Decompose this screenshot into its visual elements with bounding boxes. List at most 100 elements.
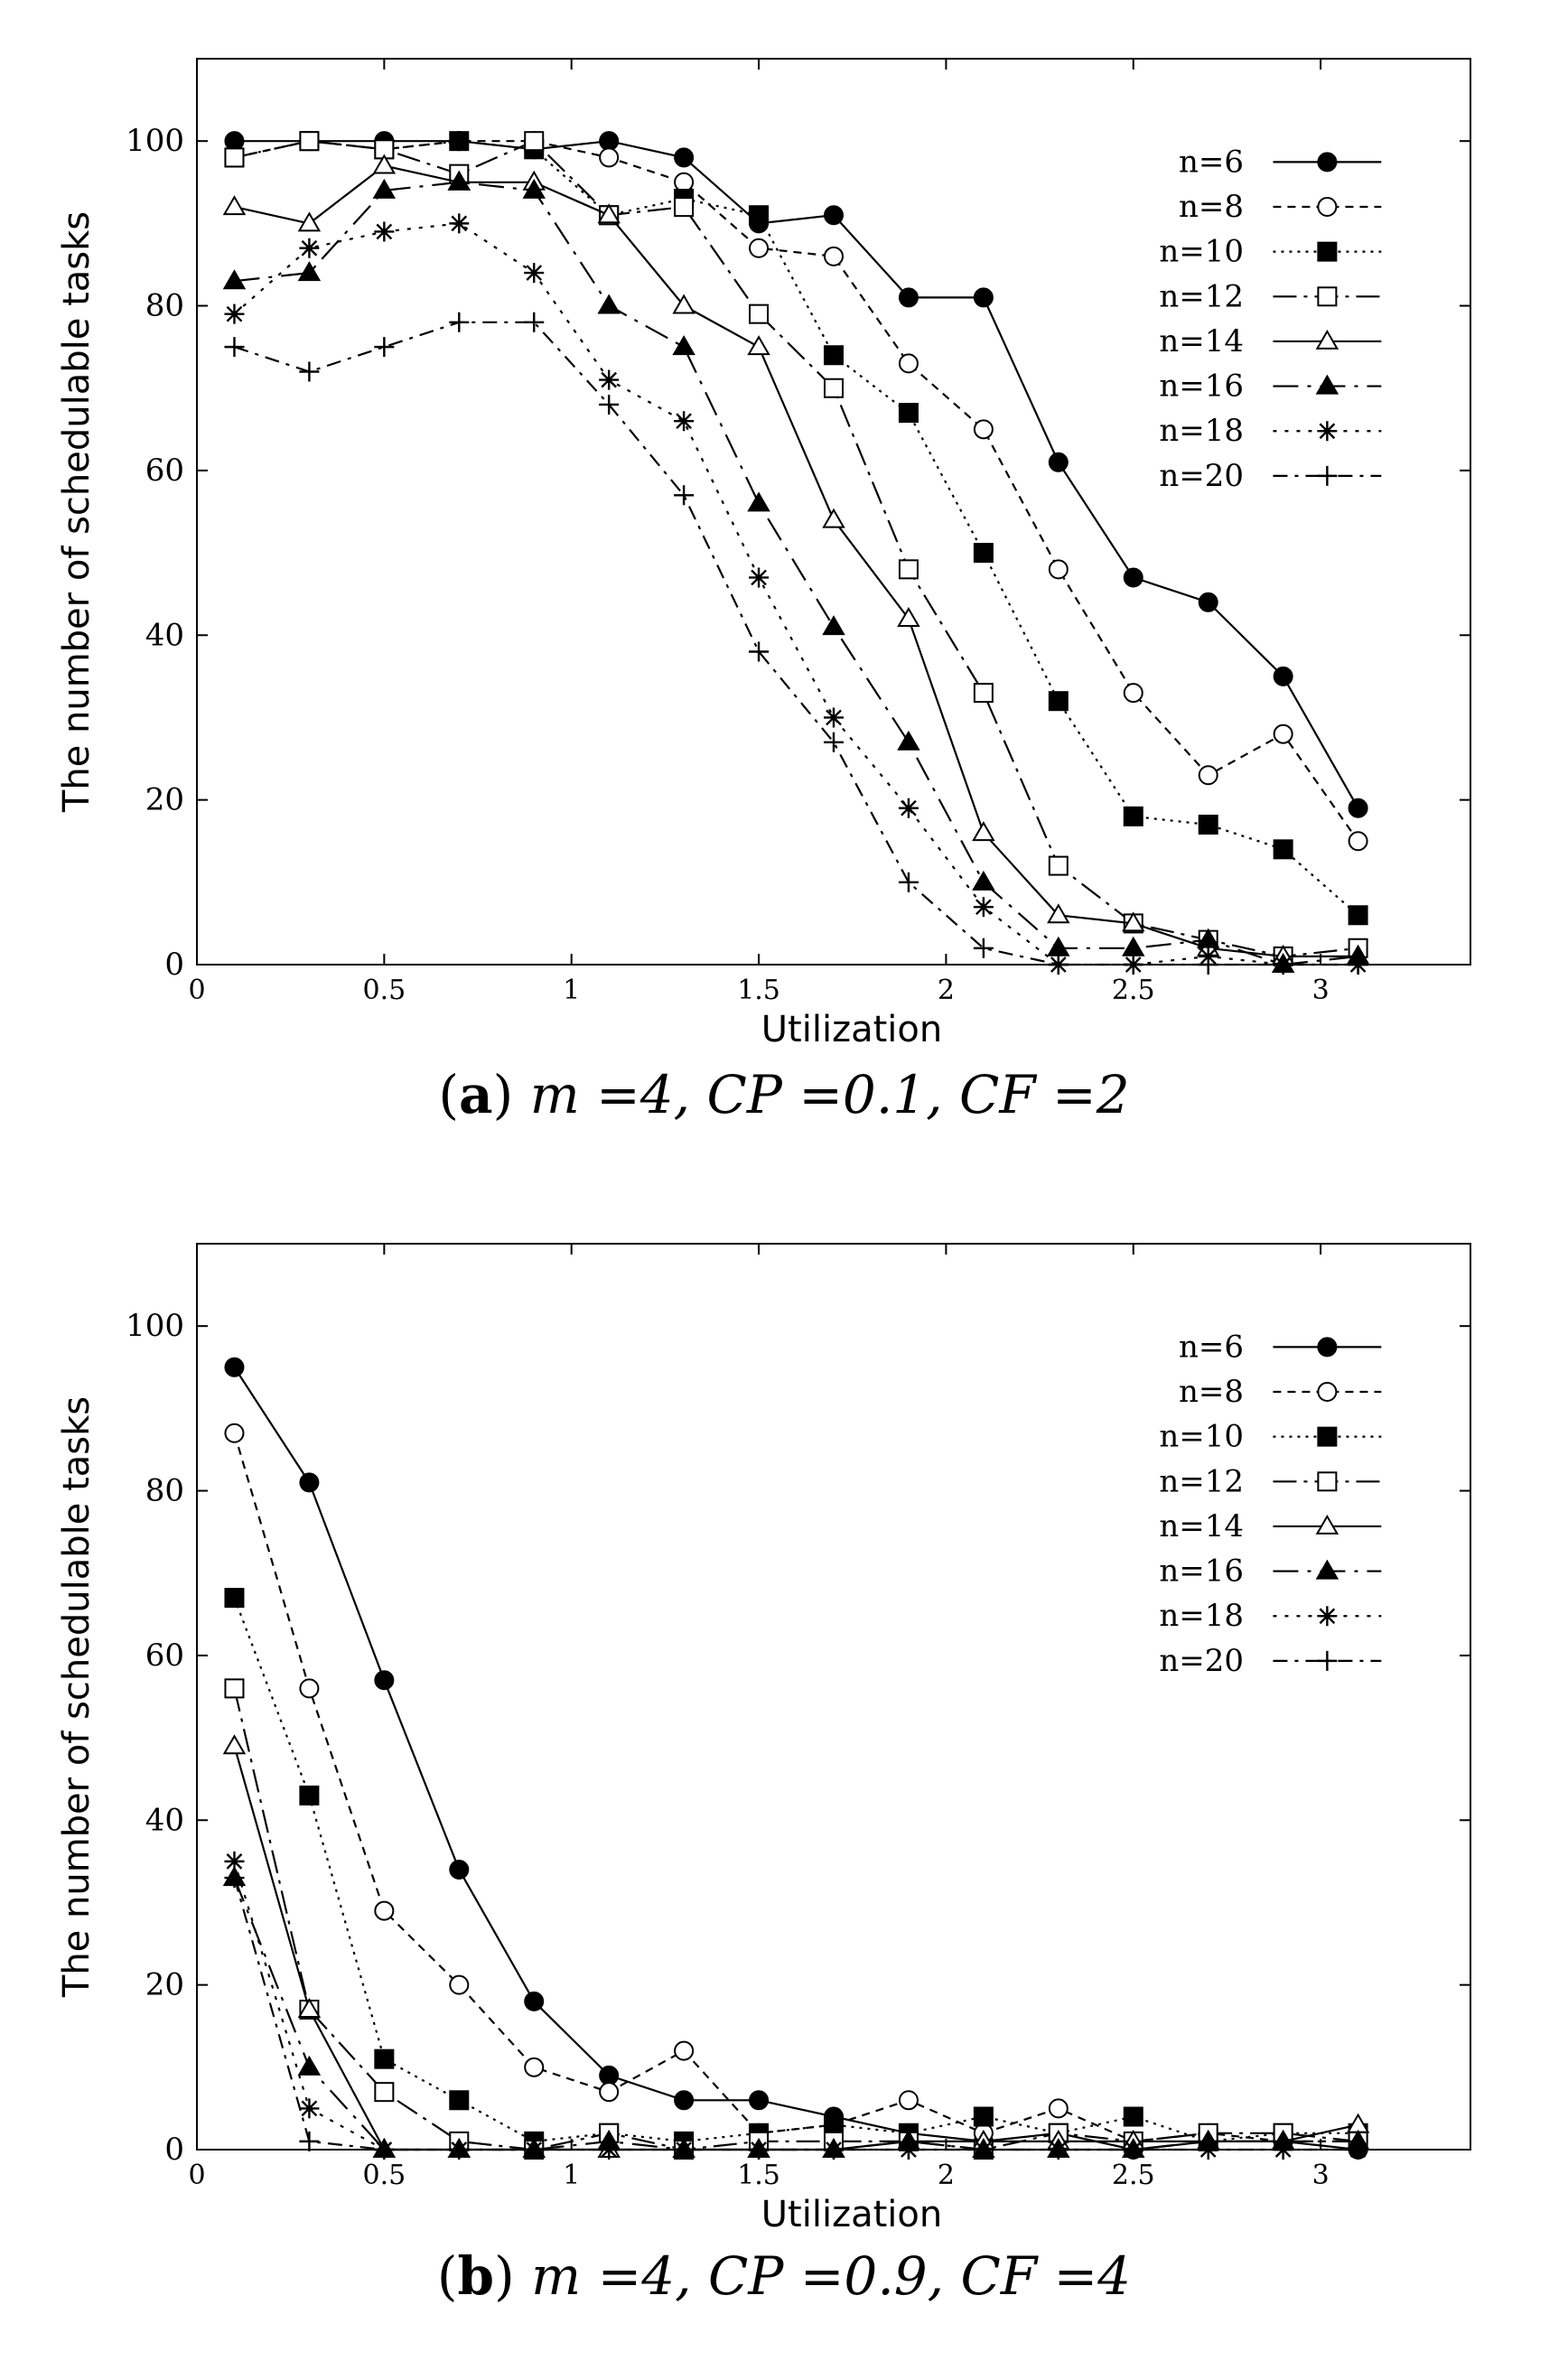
- data-point: [299, 238, 320, 258]
- legend-marker: [1317, 1381, 1338, 1402]
- data-point: [972, 870, 995, 891]
- data-point: [824, 246, 844, 266]
- data-point: [824, 707, 844, 728]
- data-point: [374, 1900, 395, 1921]
- legend-label-n=18: n=18: [1159, 413, 1244, 449]
- data-point: [972, 821, 995, 842]
- x-tick-label: 0.5: [362, 2160, 406, 2191]
- data-point: [672, 335, 695, 356]
- data-point: [1122, 911, 1145, 932]
- chart-panel-a: 0 20 40 60 80 100 0 0.5 1 1.5 2 2.5 3 Utilization The …: [56, 58, 1471, 1050]
- data-point: [1048, 452, 1069, 472]
- data-point: [299, 1678, 320, 1699]
- data-point: [599, 394, 620, 415]
- data-point: [1198, 955, 1218, 975]
- data-point: [1273, 2140, 1293, 2160]
- data-point: [524, 263, 545, 284]
- legend-marker: [1315, 329, 1339, 350]
- data-point: [898, 287, 919, 308]
- y-tick-label: 60: [145, 1638, 184, 1674]
- data-point: [1273, 723, 1293, 744]
- data-point: [449, 2140, 470, 2160]
- x-tick-label: 2.5: [1112, 2160, 1155, 2191]
- caption-b: (b) m =4, CP =0.9, CF =4: [437, 2245, 1131, 2307]
- data-point: [524, 1991, 545, 2011]
- data-point: [449, 2090, 470, 2111]
- caption-a-label: a: [459, 1064, 493, 1125]
- x-tick-label: 3: [1312, 2160, 1330, 2191]
- legend-label-n=12: n=12: [1159, 278, 1244, 314]
- data-point: [1198, 765, 1218, 786]
- legend-label-n=8: n=8: [1179, 1374, 1244, 1410]
- legend-marker: [1317, 286, 1338, 307]
- data-point: [449, 1974, 470, 1995]
- x-tick-label: 0: [188, 975, 205, 1006]
- x-axis-label: Utilization: [761, 1009, 942, 1050]
- x-axis-label: Utilization: [761, 2194, 942, 2235]
- legend-marker: [1315, 1514, 1339, 1535]
- data-point: [1048, 855, 1069, 876]
- series-line: [234, 164, 1358, 958]
- data-point: [597, 203, 621, 224]
- series-line: [234, 140, 1359, 842]
- data-point: [973, 683, 994, 704]
- data-point: [749, 641, 770, 662]
- data-point: [447, 170, 471, 191]
- data-point: [297, 2055, 322, 2076]
- data-point: [674, 2090, 695, 2111]
- x-tick-label: 1: [563, 975, 580, 1006]
- series-line: [233, 1745, 1358, 2151]
- data-point: [672, 294, 695, 314]
- data-point: [449, 1859, 470, 1880]
- data-point: [524, 2057, 545, 2077]
- data-point: [599, 2065, 620, 2085]
- data-point: [1048, 2140, 1069, 2160]
- data-point: [747, 335, 770, 356]
- legend-marker: [1317, 152, 1338, 173]
- data-point: [224, 131, 245, 152]
- data-point: [299, 131, 320, 152]
- data-point: [674, 2140, 695, 2160]
- data-point: [749, 2140, 770, 2160]
- x-tick-label: 1.5: [737, 975, 780, 1006]
- data-point: [747, 491, 770, 512]
- data-point: [973, 897, 994, 918]
- x-tick-label: 1: [563, 2160, 580, 2191]
- data-point: [898, 872, 919, 892]
- y-tick-label: 40: [145, 1802, 184, 1838]
- data-point: [1122, 936, 1145, 956]
- y-tick-label: 0: [164, 2132, 184, 2168]
- data-point: [898, 2090, 919, 2111]
- data-point: [973, 2140, 994, 2160]
- caption-b-label: b: [458, 2245, 495, 2307]
- data-point: [897, 730, 920, 751]
- y-tick-label: 80: [145, 1473, 184, 1509]
- data-point: [297, 211, 322, 232]
- data-point: [749, 303, 770, 324]
- series-line: [234, 140, 1359, 809]
- data-point: [822, 615, 845, 636]
- series-n=18: [224, 1851, 1368, 2160]
- data-point: [1048, 955, 1069, 975]
- data-point: [599, 2140, 620, 2160]
- data-point: [822, 508, 845, 528]
- data-point: [224, 303, 245, 324]
- data-point: [674, 2040, 695, 2061]
- x-tick-label: 1.5: [737, 2160, 780, 2191]
- legend-marker: [1317, 465, 1338, 486]
- legend: n=6 n=8 n=10 n=12 n=14 n=16 n=18 n=20: [1159, 1329, 1382, 1679]
- data-point: [224, 1588, 245, 1609]
- data-point: [372, 178, 397, 199]
- data-point: [1047, 936, 1070, 956]
- data-point: [222, 195, 247, 216]
- data-point: [599, 369, 620, 390]
- data-point: [297, 1997, 322, 2018]
- data-point: [374, 2048, 395, 2069]
- y-tick-label: 100: [126, 1308, 184, 1344]
- data-point: [1047, 903, 1070, 924]
- legend-label-n=6: n=6: [1179, 1329, 1244, 1365]
- data-point: [299, 361, 320, 382]
- y-tick-label: 40: [145, 617, 184, 653]
- series-line: [234, 139, 1358, 958]
